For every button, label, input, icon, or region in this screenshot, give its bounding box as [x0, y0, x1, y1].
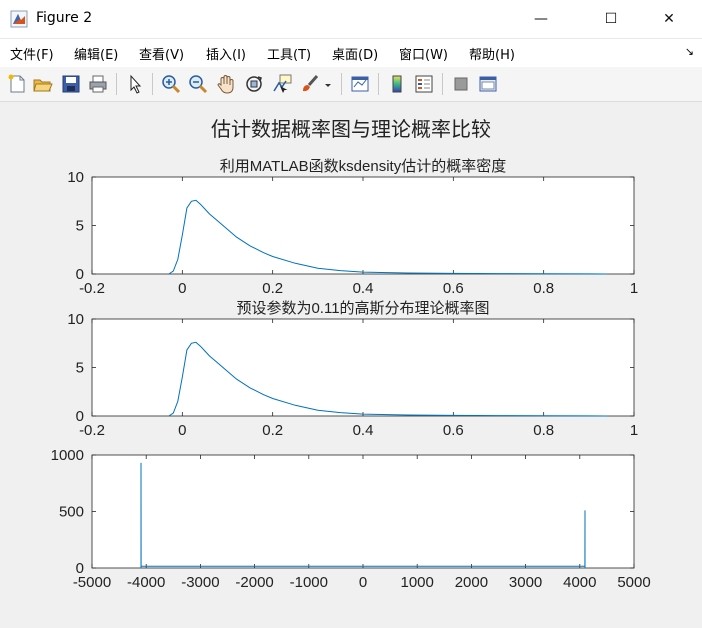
menu-file[interactable]: 文件(F) [10, 48, 54, 63]
x-tick-label: -5000 [73, 574, 111, 591]
x-tick-label: 0.8 [533, 280, 554, 297]
x-tick-label: 0 [178, 280, 186, 297]
toolbar-separator [442, 73, 443, 95]
subplot-title: 预设参数为0.11的高斯分布理论概率图 [236, 300, 489, 317]
x-tick-label: 2000 [455, 574, 488, 591]
x-tick-label: -0.2 [79, 422, 105, 439]
x-tick-label: 0.2 [262, 280, 283, 297]
menu-view[interactable]: 查看(V) [139, 48, 185, 63]
close-button[interactable]: ✕ [663, 11, 675, 27]
menu-bar: 文件(F) 编辑(E) 查看(V) 插入(I) 工具(T) 桌面(D) 窗口(W… [0, 39, 702, 67]
zoom-out-icon[interactable] [187, 73, 209, 95]
menu-desktop[interactable]: 桌面(D) [332, 48, 379, 63]
minimize-button[interactable]: — [534, 11, 548, 27]
x-tick-label: 0 [178, 422, 186, 439]
y-tick-label: 1000 [51, 447, 84, 464]
figure-suptitle: 估计数据概率图与理论概率比较 [211, 118, 491, 141]
x-tick-label: 0.4 [353, 280, 374, 297]
menu-help[interactable]: 帮助(H) [469, 48, 515, 63]
pan-hand-icon[interactable] [215, 73, 237, 95]
colorbar-icon[interactable] [386, 73, 408, 95]
series-line [168, 199, 607, 275]
subplot-1-ksdensity[interactable]: -0.2 0 0.2 0.4 0.6 0.8 10510利用MATLAB函数ksdensit… [67, 158, 638, 297]
x-tick-label: 0.2 [262, 422, 283, 439]
matlab-figure-icon [10, 10, 28, 28]
x-tick-label: 1 [630, 280, 638, 297]
axes-box [91, 318, 635, 417]
y-tick-label: 5 [76, 218, 84, 235]
rotate-3d-icon[interactable] [243, 73, 265, 95]
x-tick-label: 1 [630, 422, 638, 439]
print-icon[interactable] [87, 73, 109, 95]
axes-box [91, 454, 635, 569]
brush-icon[interactable] [299, 73, 321, 95]
x-tick-label: -4000 [127, 574, 165, 591]
y-tick-label: 0 [76, 560, 84, 577]
pointer-icon[interactable] [124, 73, 146, 95]
series-line [168, 341, 607, 417]
toolbar-separator [378, 73, 379, 95]
window-title: Figure 2 [36, 10, 93, 26]
y-tick-label: 10 [67, 169, 84, 186]
x-tick-label: 3000 [509, 574, 542, 591]
y-tick-label: 10 [67, 311, 84, 328]
menu-window[interactable]: 窗口(W) [399, 48, 448, 63]
zoom-in-icon[interactable] [160, 73, 182, 95]
x-tick-label: 4000 [563, 574, 596, 591]
x-tick-label: 0 [359, 574, 367, 591]
x-tick-label: 0.8 [533, 422, 554, 439]
show-plot-tools-icon[interactable] [477, 73, 499, 95]
axes-box [91, 176, 635, 275]
x-tick-label: -1000 [290, 574, 328, 591]
x-tick-label: -2000 [235, 574, 273, 591]
brush-dropdown-icon[interactable] [322, 73, 334, 95]
x-tick-label: 0.6 [443, 422, 464, 439]
x-tick-label: 0.4 [353, 422, 374, 439]
series-line [140, 462, 586, 568]
open-file-icon[interactable] [32, 73, 54, 95]
save-icon[interactable] [60, 73, 82, 95]
y-tick-label: 5 [76, 360, 84, 377]
subplot-3-spectrum[interactable]: -5000 -4000 -3000 -2000 -1000 0 1000 2000 3000 40… [51, 447, 651, 591]
subplot-title: 利用MATLAB函数ksdensity估计的概率密度 [220, 158, 506, 175]
window-titlebar[interactable]: Figure 2 — ☐ ✕ [0, 0, 702, 39]
x-tick-label: 0.6 [443, 280, 464, 297]
link-plot-icon[interactable] [349, 73, 371, 95]
x-tick-label: -3000 [181, 574, 219, 591]
menu-insert[interactable]: 插入(I) [206, 48, 246, 63]
y-tick-label: 500 [59, 504, 84, 521]
hide-plot-tools-icon[interactable] [450, 73, 472, 95]
new-figure-icon[interactable] [6, 73, 28, 95]
y-tick-label: 0 [76, 266, 84, 283]
subplot-2-gaussian[interactable]: -0.2 0 0.2 0.4 0.6 0.8 10510预设参数为0.11的高斯分布理论概率… [67, 300, 638, 439]
x-tick-label: 5000 [617, 574, 650, 591]
figure-toolbar [0, 67, 702, 102]
legend-icon[interactable] [413, 73, 435, 95]
toolbar-separator [152, 73, 153, 95]
menu-tools[interactable]: 工具(T) [267, 48, 312, 63]
maximize-button[interactable]: ☐ [604, 11, 618, 27]
toolbar-separator [116, 73, 117, 95]
x-tick-label: -0.2 [79, 280, 105, 297]
y-tick-label: 0 [76, 408, 84, 425]
menu-overflow-icon[interactable]: ↘ [684, 45, 694, 58]
figure-canvas: 估计数据概率图与理论概率比较 -0.2 0 0.2 0.4 0.6 0.8 10510利用M… [0, 102, 702, 628]
data-cursor-icon[interactable] [271, 73, 293, 95]
toolbar-separator [341, 73, 342, 95]
x-tick-label: 1000 [401, 574, 434, 591]
menu-edit[interactable]: 编辑(E) [74, 48, 119, 63]
